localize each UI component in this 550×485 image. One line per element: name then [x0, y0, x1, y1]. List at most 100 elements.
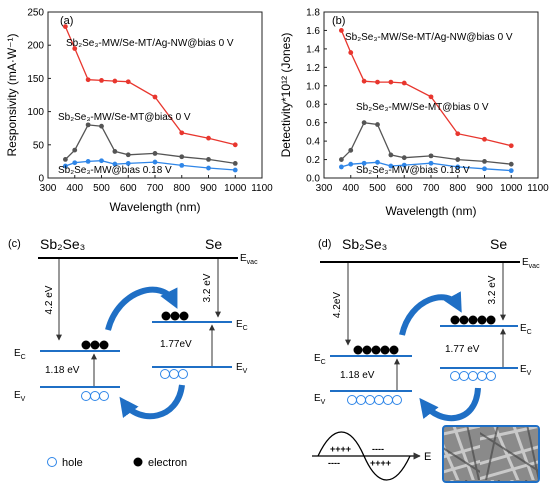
y-tick-label: 1.4: [306, 44, 320, 55]
band-diagram-c: (c) Sb₂Se₃ Se Evac 4.2 eV 3.2 eV EC EV 1…: [8, 236, 258, 469]
left-affinity-label: 4.2 eV: [44, 285, 55, 314]
series-line-1: [64, 124, 236, 165]
electron-legend-label: electron: [148, 457, 187, 469]
data-point: [401, 155, 407, 161]
data-point: [338, 164, 344, 170]
data-point: [508, 161, 514, 167]
field-label: E: [424, 451, 431, 463]
field-wave: [317, 431, 411, 481]
left-electrons: [81, 340, 109, 350]
data-point: [388, 79, 394, 85]
right-material-label: Se: [205, 236, 222, 252]
data-point: [125, 79, 131, 85]
left-affinity-label: 4.2eV: [332, 292, 343, 318]
data-point: [508, 168, 514, 174]
evac-label: Evac: [240, 253, 258, 266]
data-point: [179, 162, 185, 168]
data-point: [375, 159, 380, 165]
hole-transfer-arrow: [119, 384, 185, 420]
band-diagram-d: (d) Sb₂Se₃ Se Evac 4.2eV 3.2 eV EC EV 1.…: [312, 236, 540, 483]
series-group: [338, 28, 514, 174]
right-material-label: Se: [490, 236, 507, 252]
data-point: [152, 151, 158, 156]
data-point: [401, 162, 407, 168]
y-tick-label: 1.0: [306, 81, 320, 92]
evac-label: Evac: [522, 257, 540, 270]
data-point: [428, 94, 434, 100]
x-tick-label: 800: [173, 183, 190, 194]
data-point: [232, 142, 238, 148]
right-affinity-label: 3.2 eV: [202, 273, 213, 302]
y-tick-labels: 0 50 100 150 200 250: [27, 8, 51, 185]
data-point: [455, 157, 461, 162]
data-point: [375, 79, 380, 85]
y-tick-label: 0.8: [306, 100, 320, 111]
data-point: [152, 159, 158, 165]
data-point: [152, 94, 158, 100]
legend-label-semt: Sb₂Se₃-MW/Se-MT@bias 0 V: [356, 102, 489, 113]
y-tick-label: 1.6: [306, 26, 320, 37]
x-tick-label: 400: [66, 183, 83, 194]
x-tick-label: 600: [120, 183, 137, 194]
data-point: [482, 159, 487, 164]
legend-label-agnw: Sb₂Se₃-MW/Se-MT/Ag-NW@bias 0 V: [345, 32, 513, 43]
ev-label-left: EV: [314, 393, 326, 406]
x-axis-label: Wavelength (nm): [386, 204, 477, 218]
data-point: [361, 120, 367, 126]
data-point: [361, 160, 367, 166]
x-tick-labels: 300 400 500 600 700 800 900 1000 1100: [316, 175, 549, 194]
left-electrons: [353, 345, 399, 355]
legend-label-mw: Sb₂Se₃-MW@bias 0.18 V: [58, 165, 172, 176]
data-point: [85, 159, 91, 164]
data-point: [455, 164, 461, 170]
ec-label-left: EC: [14, 348, 26, 361]
x-tick-label: 1100: [251, 183, 273, 194]
x-tick-labels: 300 400 500 600 700 800 900 1000 1100: [40, 175, 273, 194]
data-point: [232, 167, 238, 173]
panel-label-d: (d): [318, 238, 331, 250]
panel-label-b: (b): [332, 15, 345, 27]
data-point: [206, 135, 211, 141]
x-tick-label: 700: [423, 183, 440, 194]
data-point: [125, 160, 131, 166]
electron-legend-icon: [133, 457, 143, 467]
x-tick-label: 400: [342, 183, 359, 194]
data-point: [62, 163, 68, 169]
data-point: [375, 122, 380, 127]
right-gap-label: 1.77eV: [160, 339, 192, 350]
data-point: [99, 123, 104, 129]
x-tick-label: 300: [40, 183, 57, 194]
data-point: [179, 130, 185, 136]
data-point: [361, 78, 367, 84]
y-tick-label: 0.2: [306, 155, 320, 166]
data-point: [388, 163, 394, 169]
left-material-label: Sb₂Se₃: [40, 236, 85, 252]
y-tick-label: 0.4: [306, 137, 320, 148]
data-point: [348, 147, 354, 153]
y-axis-label: Responsivity (mA·W⁻¹): [5, 33, 19, 156]
x-tick-label: 500: [93, 183, 110, 194]
electron-transfer-arrow: [105, 286, 178, 331]
hole-legend-label: hole: [62, 457, 83, 469]
ec-label-right: EC: [236, 319, 248, 332]
field-sketch: E ++++ ---- ---- ++++: [312, 431, 431, 481]
ec-label-right: EC: [520, 323, 532, 336]
data-point: [99, 158, 104, 164]
electron-transfer-arrow: [399, 291, 462, 336]
data-point: [179, 154, 185, 160]
right-gap-label: 1.77 eV: [445, 344, 480, 355]
right-holes: [160, 369, 188, 379]
data-point: [72, 46, 78, 51]
data-point: [455, 131, 461, 137]
data-point: [338, 157, 344, 162]
ec-label-left: EC: [314, 353, 326, 366]
series-line-0: [64, 26, 236, 146]
data-point: [112, 78, 118, 84]
sem-image: [442, 425, 540, 483]
y-tick-label: 150: [27, 74, 44, 85]
data-point: [206, 165, 211, 171]
hole-transfer-arrow: [419, 387, 481, 422]
minus-charges-bottom: ----: [328, 458, 340, 468]
series-line-1: [340, 121, 512, 165]
responsivity-chart: (a) 300 400 500 600 700 800 900 1000 1100 0 50 100…: [5, 8, 273, 215]
